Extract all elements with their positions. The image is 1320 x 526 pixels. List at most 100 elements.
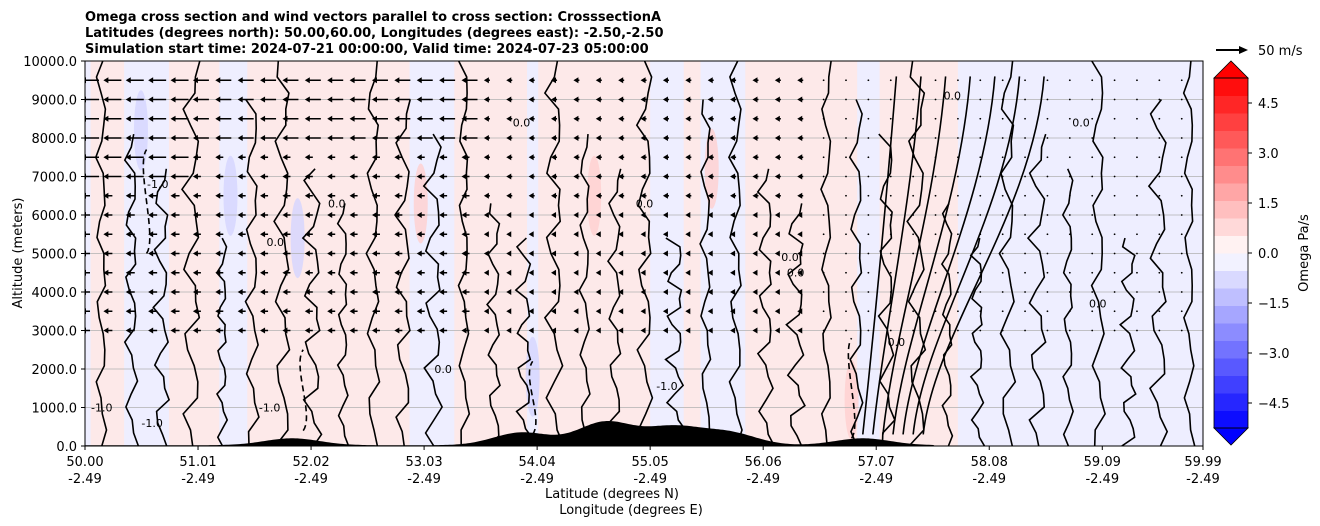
- title-line-2: Latitudes (degrees north): 50.00,60.00, …: [85, 26, 664, 41]
- wind-vector-head: [797, 289, 803, 295]
- wind-vector-head: [394, 212, 400, 218]
- wind-vector-head: [707, 308, 713, 315]
- wind-vector-head: [640, 231, 646, 238]
- terrain: [85, 421, 1203, 446]
- wind-vector-dot: [912, 233, 915, 236]
- x-tick-label-lat: 59.09: [1084, 455, 1121, 470]
- wind-vector-head: [282, 212, 288, 218]
- wind-vector-dot: [1113, 156, 1116, 159]
- wind-vector-head: [148, 327, 154, 334]
- wind-vector-dot: [845, 175, 847, 178]
- wind-vector-head: [148, 231, 154, 238]
- wind-vector-head: [237, 327, 243, 334]
- wind-vector-dot: [979, 175, 982, 178]
- wind-vector-dot: [912, 194, 915, 197]
- wind-vector-dot: [822, 194, 825, 197]
- contour-zero-line: [848, 99, 864, 446]
- wind-vector-head: [148, 154, 154, 161]
- wind-vector-dot: [1024, 233, 1026, 236]
- wind-vector-head: [170, 135, 176, 141]
- contour-zero-line: [486, 203, 501, 446]
- wind-vector-head: [103, 96, 109, 103]
- y-tick-label: 5000.0: [32, 248, 78, 263]
- wind-vector-dot: [912, 175, 915, 178]
- wind-vector-head: [707, 289, 713, 295]
- wind-vector-head: [439, 250, 445, 257]
- wind-vector-dot: [1180, 137, 1183, 139]
- wind-vector-head: [215, 327, 221, 334]
- wind-vector-head: [371, 308, 377, 315]
- wind-vector-dot: [957, 214, 959, 216]
- wind-vector-head: [640, 77, 646, 84]
- wind-vector-dot: [845, 137, 847, 139]
- wind-vector-head: [528, 308, 534, 315]
- contour-zero-line: [181, 61, 201, 446]
- wind-vector-head: [618, 96, 624, 103]
- wind-vector-head: [125, 115, 131, 122]
- wind-vector-head: [752, 269, 758, 276]
- wind-vector-head: [483, 327, 489, 334]
- wind-vector-head: [148, 173, 154, 180]
- wind-vector-dot: [1091, 214, 1094, 216]
- wind-vector-dot: [957, 137, 959, 139]
- wind-vector-dot: [822, 233, 825, 236]
- wind-vector-head: [170, 308, 176, 315]
- wind-vector-dot: [1136, 156, 1138, 159]
- wind-vector-head: [551, 173, 557, 180]
- y-tick-label: 9000.0: [32, 94, 78, 109]
- wind-vector-dot: [822, 137, 825, 139]
- wind-vector-dot: [1091, 98, 1094, 101]
- wind-vector-head: [260, 269, 266, 276]
- colorbar-tick-label: −4.5: [1258, 397, 1290, 412]
- wind-vector-dot: [1158, 233, 1161, 236]
- wind-vector-dot: [845, 252, 847, 255]
- wind-vector-head: [506, 192, 512, 199]
- y-tick-label: 8000.0: [32, 132, 78, 147]
- wind-vector-dot: [822, 252, 825, 255]
- wind-vector-dot: [822, 271, 825, 274]
- wind-vector-head: [349, 289, 355, 295]
- contour-line: [882, 76, 947, 435]
- wind-vector-head: [192, 212, 198, 218]
- wind-vector-dot: [1024, 175, 1026, 178]
- contour-label: 0.0: [781, 251, 799, 264]
- colorbar-segment: [1214, 183, 1248, 201]
- wind-vector-dot: [822, 79, 825, 82]
- wind-vector-head: [170, 192, 176, 199]
- wind-vector-head: [640, 250, 646, 257]
- wind-vector-head: [707, 115, 713, 122]
- wind-vector-head: [483, 308, 489, 315]
- wind-vector-head: [304, 173, 310, 180]
- wind-vector-dot: [957, 194, 959, 197]
- wind-vector-dot: [957, 271, 959, 274]
- wind-vector-head: [439, 269, 445, 276]
- colorbar-segment: [1214, 375, 1248, 394]
- wind-vector-head: [752, 212, 758, 218]
- wind-vector-head: [730, 115, 736, 122]
- wind-vector-head: [573, 115, 579, 122]
- wind-vector-head: [304, 77, 310, 84]
- wind-vector-head: [103, 77, 109, 84]
- wind-vector-head: [618, 212, 624, 218]
- wind-vector-dot: [912, 137, 915, 139]
- wind-vector-dot: [979, 98, 982, 101]
- wind-vector-head: [125, 231, 131, 238]
- wind-vector-head: [327, 250, 333, 257]
- wind-vector-head: [125, 173, 131, 180]
- wind-vector-dot: [1158, 291, 1161, 293]
- wind-vector-head: [103, 115, 109, 122]
- terrain-profile: [85, 421, 1203, 446]
- wind-vector-head: [774, 115, 780, 122]
- wind-vector-dot: [1113, 252, 1116, 255]
- wind-vector-dot: [867, 214, 870, 216]
- wind-vector-dot: [1136, 117, 1138, 120]
- wind-vector-head: [125, 135, 131, 141]
- wind-vector-head: [774, 77, 780, 84]
- wind-vector-head: [304, 96, 310, 103]
- wind-vector-dot: [1001, 194, 1004, 197]
- wind-vector-head: [439, 173, 445, 180]
- wind-vector-head: [170, 212, 176, 218]
- wind-vector-head: [349, 115, 355, 122]
- y-axis-label: Altitude (meters): [11, 198, 26, 309]
- wind-vector-dot: [1158, 137, 1161, 139]
